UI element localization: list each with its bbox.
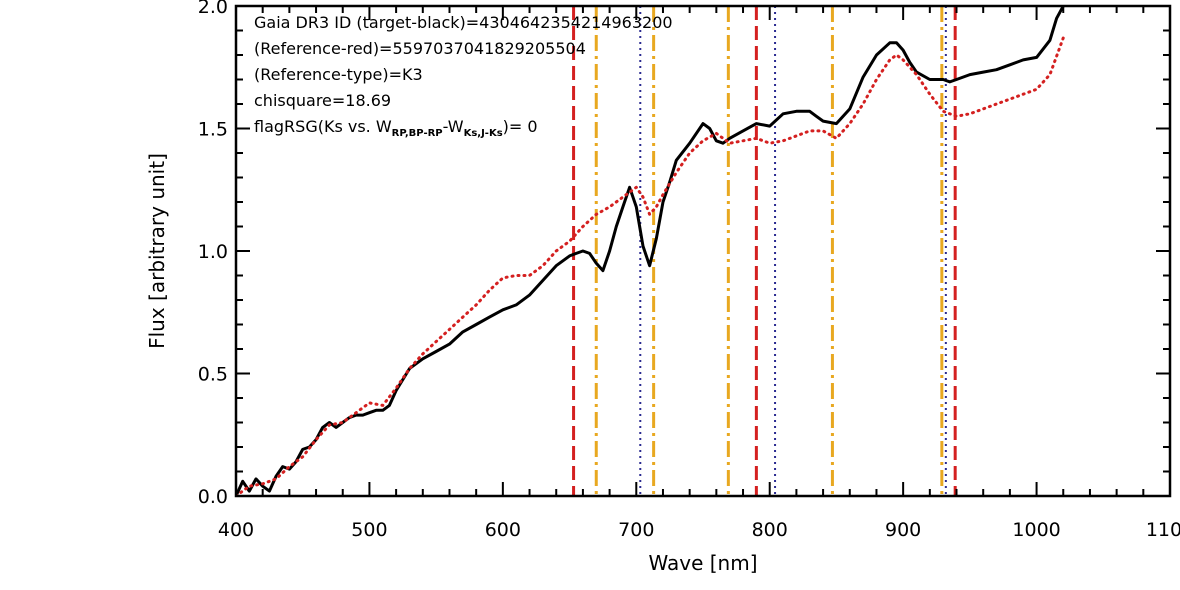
annotation-reference-id: (Reference-red)=5597037041829205504: [254, 39, 586, 58]
x-tick-label: 800: [752, 519, 788, 541]
y-tick-label: 2.0: [198, 0, 228, 18]
flag-mid: -W: [443, 117, 464, 136]
flag-sub2: Ks,J-Ks: [464, 128, 503, 139]
x-tick-label: 400: [218, 519, 254, 541]
x-axis-title: Wave [nm]: [648, 551, 757, 575]
annotation-flag-rsg: flagRSG(Ks vs. WRP,BP-RP-WKs,J-Ks)= 0: [254, 117, 538, 139]
vertical-lines-layer: [572, 6, 957, 496]
annotation-gaia-id: Gaia DR3 ID (target-black)=4304642354214…: [254, 13, 673, 32]
annotation-chisquare: chisquare=18.69: [254, 91, 391, 110]
ticks-layer: [235, 5, 1171, 497]
series-line-0: [236, 6, 1065, 496]
flag-suffix: )= 0: [503, 117, 538, 136]
x-tick-label: 1000: [1012, 519, 1060, 541]
annotation-reference-type: (Reference-type)=K3: [254, 65, 423, 84]
series-line-1: [236, 36, 1065, 496]
x-tick-label: 700: [618, 519, 654, 541]
x-tick-label: 500: [351, 519, 387, 541]
flag-sub1: RP,BP-RP: [392, 128, 443, 139]
y-tick-label: 1.5: [198, 119, 228, 141]
series-layer: [236, 6, 1065, 496]
annotation-block: Gaia DR3 ID (target-black)=4304642354214…: [254, 13, 673, 139]
x-tick-label: 900: [885, 519, 921, 541]
x-tick-label: 600: [485, 519, 521, 541]
flag-prefix: flagRSG(Ks vs. W: [254, 117, 392, 136]
y-tick-label: 0.5: [198, 364, 228, 386]
y-axis-title: Flux [arbitrary unit]: [145, 153, 169, 349]
y-tick-label: 0.0: [198, 486, 228, 508]
y-tick-label: 1.0: [198, 241, 228, 263]
